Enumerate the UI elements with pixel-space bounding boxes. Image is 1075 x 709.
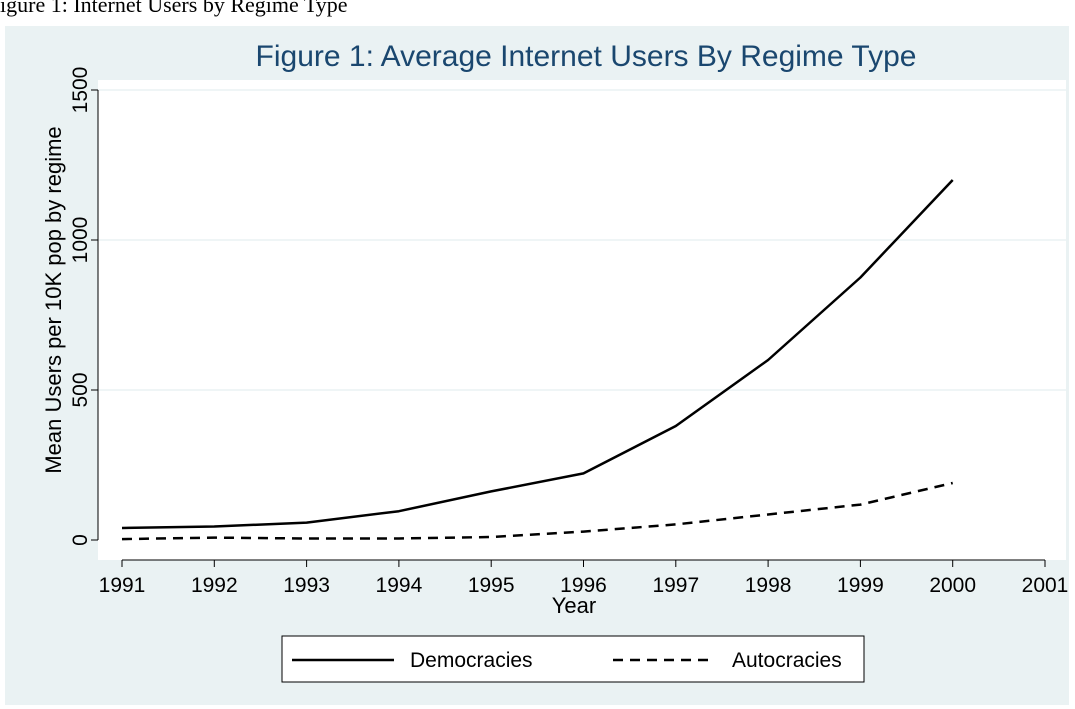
gridlines [98, 89, 1066, 391]
y-tick-label-1000: 1000 [69, 217, 92, 264]
y-axis-label: Mean Users per 10K pop by regime [41, 126, 66, 473]
x-axis-ticks: 1991 1992 1993 1994 1995 1996 1997 1998 1999 2000… [99, 560, 1069, 597]
legend: Democracies Autocracies [281, 635, 865, 683]
x-tick-label-1994: 1994 [376, 574, 423, 597]
x-tick-label-1996: 1996 [560, 574, 607, 597]
plot-area [98, 80, 1066, 560]
x-tick-label-1992: 1992 [191, 574, 238, 597]
x-tick-label-1991: 1991 [99, 574, 146, 597]
x-tick-label-1993: 1993 [283, 574, 330, 597]
x-tick-label-1995: 1995 [468, 574, 515, 597]
y-tick-label-500: 500 [69, 372, 92, 407]
document-caption: igure 1: Internet Users by Regime Type [0, 0, 348, 17]
y-axis-ticks: 0 500 1000 1500 [69, 67, 98, 546]
x-axis-label: Year [552, 593, 596, 618]
x-tick-label-1997: 1997 [652, 574, 699, 597]
series-line-democracies [121, 179, 954, 530]
series-line-autocracies [121, 481, 953, 541]
y-tick-label-1500: 1500 [69, 67, 92, 114]
x-tick-label-2000: 2000 [929, 574, 976, 597]
legend-label-autocracies: Autocracies [732, 649, 842, 672]
chart-title: Figure 1: Average Internet Users By Regi… [256, 40, 917, 73]
series-group [121, 179, 954, 541]
x-tick-label-1999: 1999 [837, 574, 884, 597]
legend-label-democracies: Democracies [410, 649, 533, 672]
x-tick-label-1998: 1998 [745, 574, 792, 597]
x-tick-label-2001: 2001 [1022, 574, 1069, 597]
y-tick-label-0: 0 [69, 534, 92, 546]
